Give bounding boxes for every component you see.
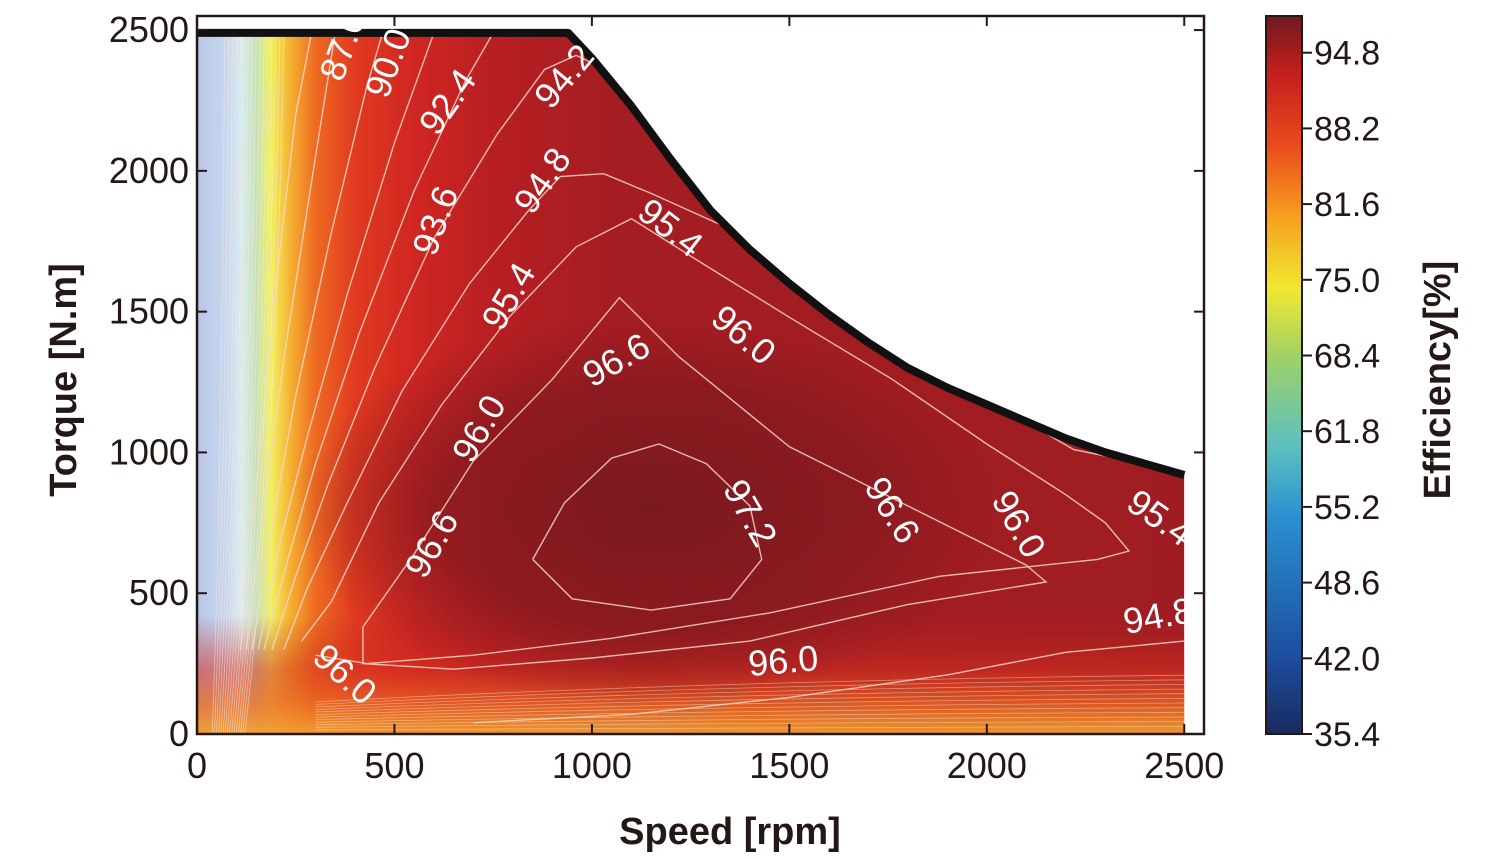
contour-line <box>220 32 241 734</box>
contour-line <box>251 32 384 650</box>
y-tick-label: 0 <box>169 713 189 754</box>
contour-line <box>244 32 285 734</box>
contour-line <box>315 707 1185 720</box>
x-tick-label: 2000 <box>947 745 1027 786</box>
contour-line <box>211 32 225 734</box>
contour-line <box>216 32 233 734</box>
colorbar-tick-label: 88.2 <box>1314 110 1380 148</box>
y-tick-label: 1000 <box>109 431 189 472</box>
contour-label: 96.0 <box>746 637 819 684</box>
x-tick-label: 500 <box>364 745 424 786</box>
contour-line <box>227 32 253 734</box>
y-tick-label: 2000 <box>109 150 189 191</box>
colorbar-ticks: 94.8 88.2 81.6 75.0 68.4 61.8 55.2 48.6 42.0 35.4 <box>1302 35 1380 754</box>
colorbar-tick-label: 42.0 <box>1314 640 1380 678</box>
plot-frame <box>195 14 1206 736</box>
colorbar-tick-label: 61.8 <box>1314 413 1380 451</box>
x-axis-ticks: 0 500 1000 1500 2000 2500 <box>187 16 1224 786</box>
x-tick-label: 1500 <box>749 745 829 786</box>
contour-line <box>240 32 277 734</box>
colorbar-tick-label: 75.0 <box>1314 262 1380 300</box>
contour-line <box>362 296 1048 670</box>
contour-line <box>229 32 257 734</box>
y-tick-label: 1500 <box>109 291 189 332</box>
peak-efficiency-region <box>295 311 1007 706</box>
contour-line <box>473 640 1185 724</box>
contour-line <box>235 32 269 734</box>
y-tick-label: 2500 <box>109 9 189 50</box>
contour-line <box>315 688 1185 710</box>
y-axis-ticks: 0 500 1000 1500 2000 2500 <box>109 9 1204 754</box>
colorbar-tick-label: 81.6 <box>1314 186 1380 224</box>
colorbar-tick-label: 94.8 <box>1314 35 1380 73</box>
contour-line <box>263 32 494 650</box>
torque-limit-curve <box>197 28 1186 479</box>
y-axis-title: Torque [N.m] <box>43 263 85 497</box>
x-tick-label: 1000 <box>552 745 632 786</box>
contour-line <box>231 32 261 734</box>
colorbar-tick-label: 55.2 <box>1314 489 1380 527</box>
contour-line <box>315 721 1185 728</box>
x-tick-label: 0 <box>187 745 207 786</box>
contour-line <box>214 32 229 734</box>
colorbar-tick-label: 48.6 <box>1314 565 1380 603</box>
colorbar-tick-label: 68.4 <box>1314 338 1380 376</box>
contour-line <box>257 32 435 650</box>
contour-line <box>315 693 1185 713</box>
colorbar: 94.8 88.2 81.6 75.0 68.4 61.8 55.2 48.6 42.0 35.4… <box>1265 15 1459 754</box>
contour-line <box>532 443 763 611</box>
colorbar-gradient <box>1265 15 1303 735</box>
contour-line <box>315 711 1185 723</box>
contour-line <box>315 716 1185 726</box>
colorbar-title: Efficiency[%] <box>1417 261 1459 500</box>
contour-line <box>218 32 237 734</box>
x-tick-label: 2500 <box>1144 745 1224 786</box>
contour-line <box>315 702 1185 718</box>
contour-line <box>315 684 1185 708</box>
contour-line <box>233 32 265 734</box>
contour-line <box>222 32 245 734</box>
contour-line <box>242 32 281 734</box>
colorbar-tick-label: 35.4 <box>1314 716 1380 754</box>
y-tick-label: 500 <box>129 572 189 613</box>
contour-line <box>224 32 249 734</box>
contour-line <box>301 217 1131 665</box>
efficiency-field <box>197 32 1185 734</box>
x-axis-title: Speed [rpm] <box>619 811 841 853</box>
contour-line <box>315 674 1185 703</box>
contour-line <box>315 698 1185 715</box>
contour-line <box>237 32 273 734</box>
contour-line <box>315 679 1185 705</box>
contour-line <box>245 32 336 650</box>
